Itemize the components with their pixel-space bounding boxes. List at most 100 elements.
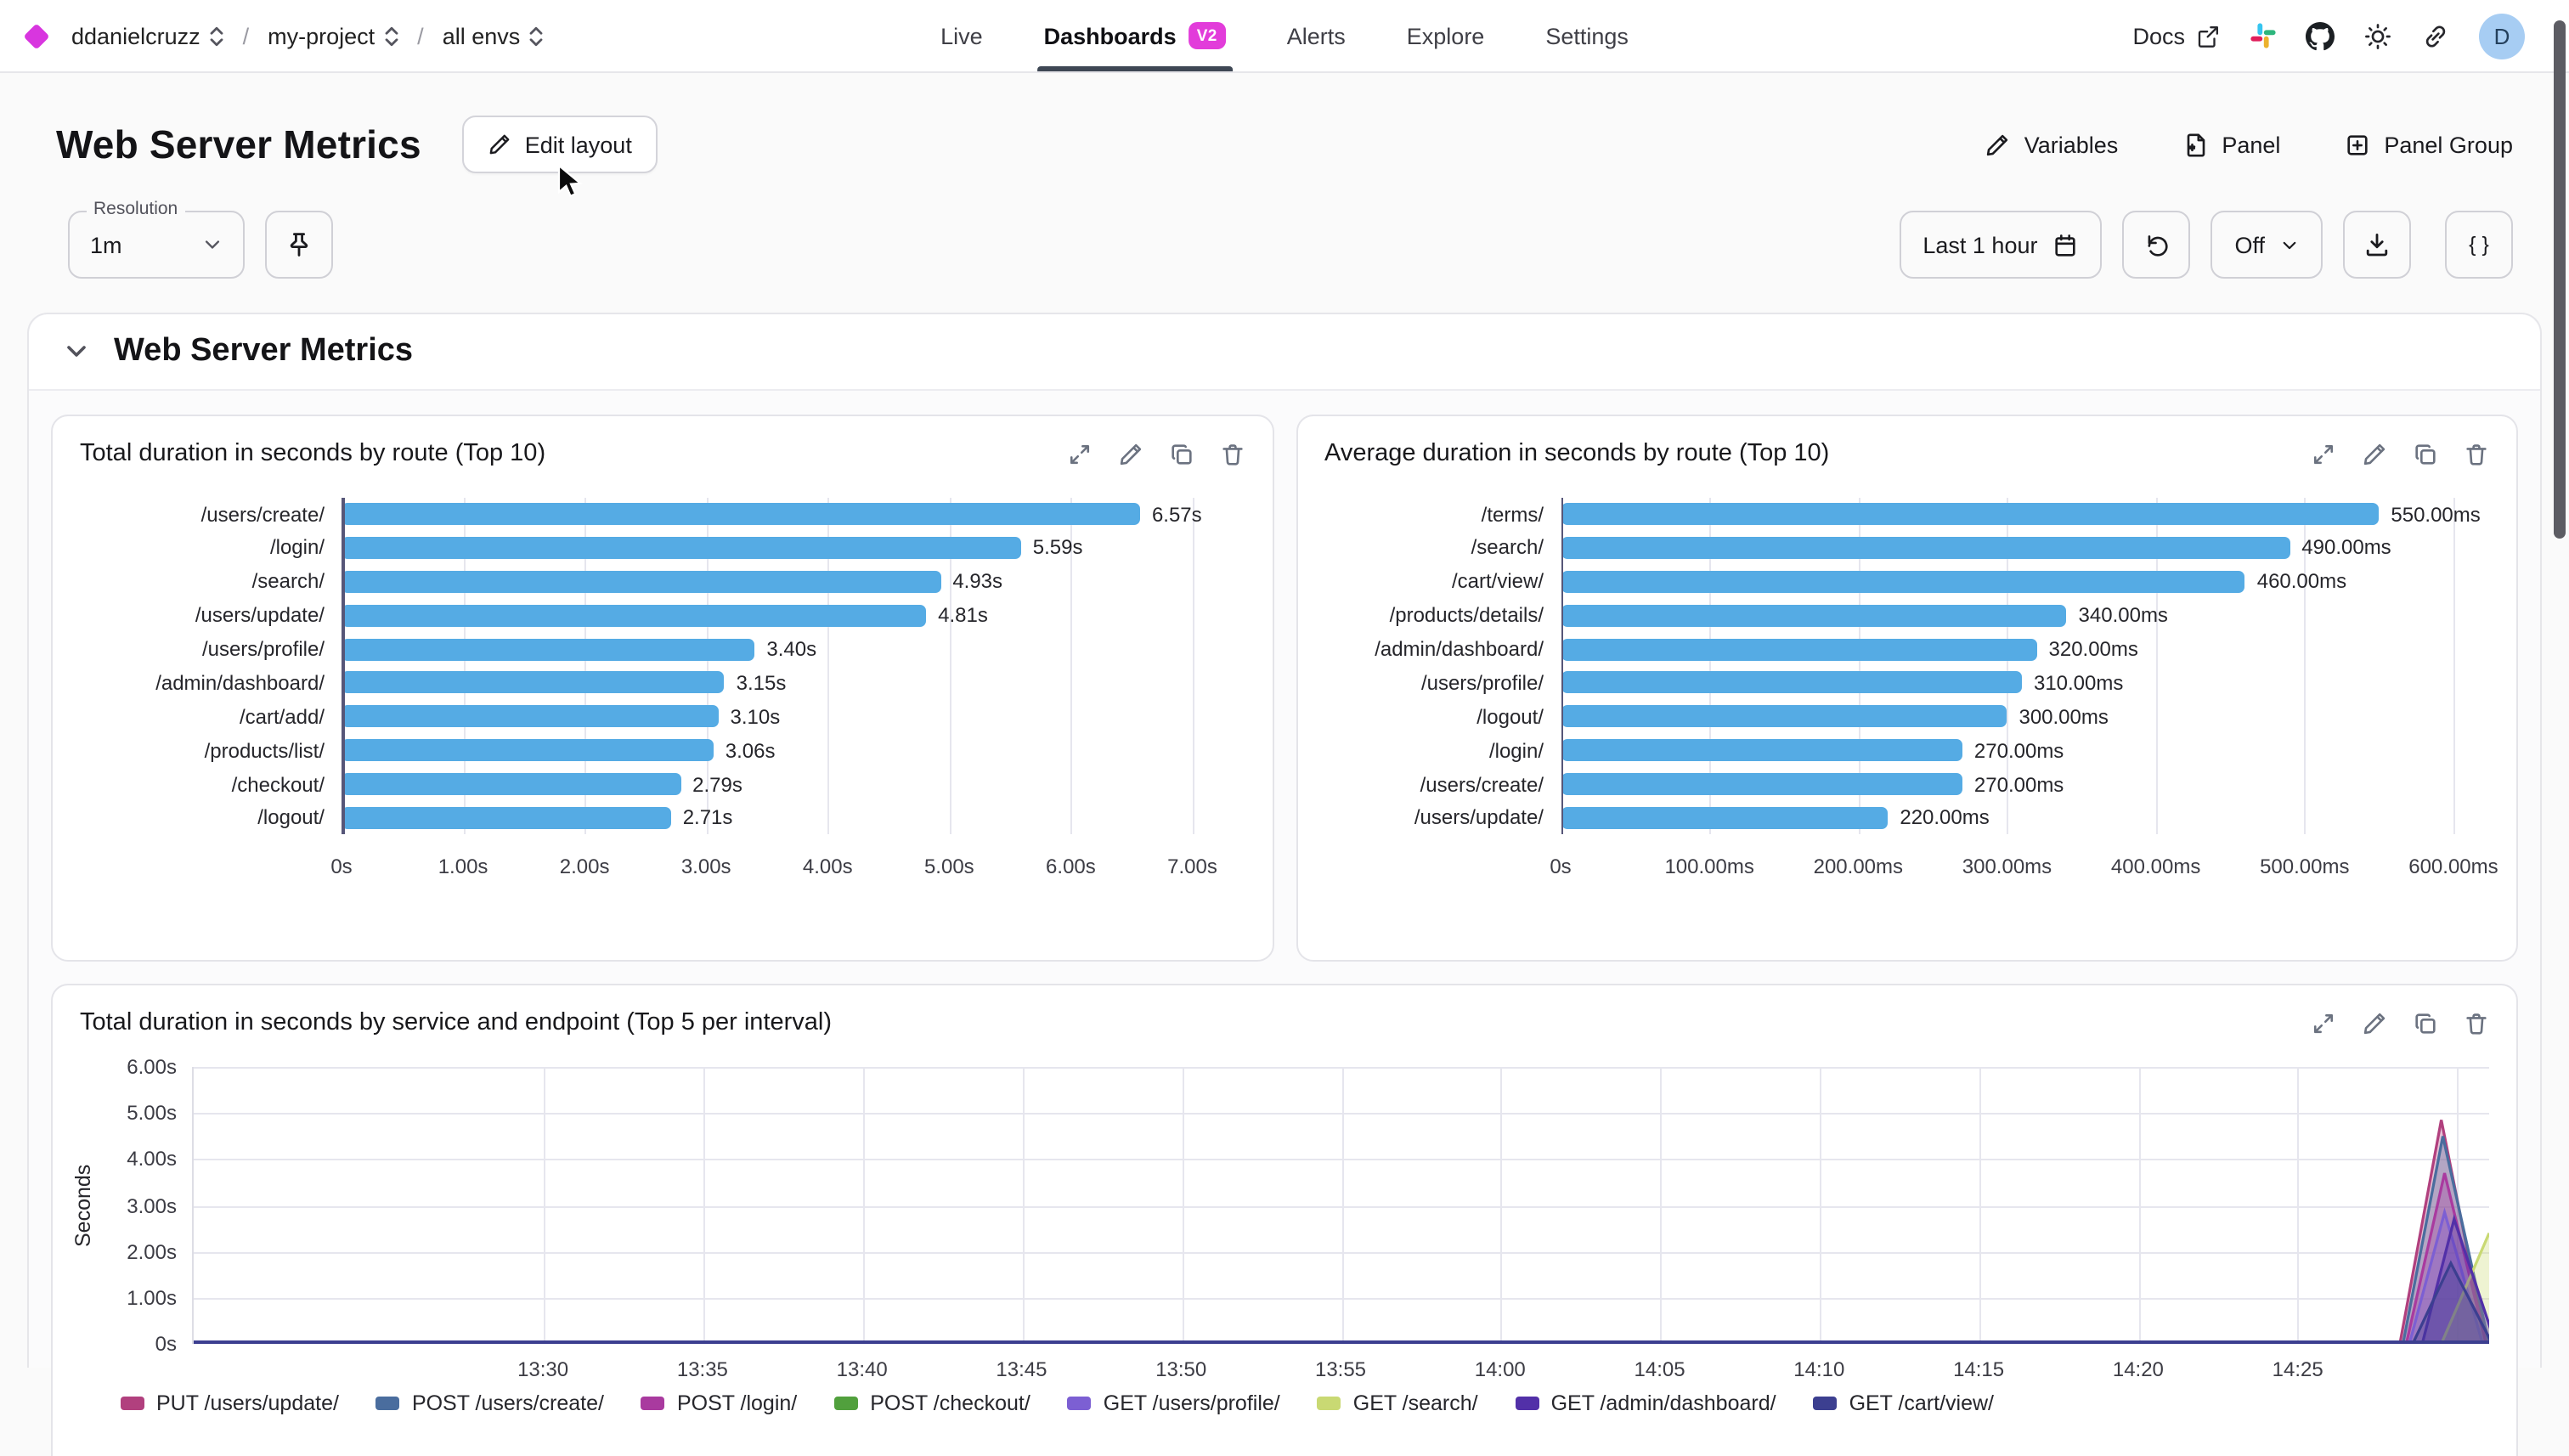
delete-icon[interactable] (2464, 1010, 2489, 1036)
legend-item[interactable]: PUT /users/update/ (121, 1391, 339, 1415)
breadcrumb-env[interactable]: all envs (443, 23, 545, 48)
series-line (194, 1214, 2489, 1344)
delete-icon[interactable] (2464, 441, 2489, 466)
edit-icon[interactable] (2362, 441, 2387, 466)
legend-item[interactable]: GET /admin/dashboard/ (1515, 1391, 1776, 1415)
tab-dashboards[interactable]: Dashboards V2 (1036, 0, 1233, 71)
edit-icon[interactable] (1117, 441, 1143, 466)
bar[interactable] (1561, 671, 2022, 694)
bar[interactable] (1561, 739, 1962, 762)
gridline (827, 498, 830, 834)
bar[interactable] (1561, 536, 2290, 559)
bar-row: /users/profile/310.00ms (1324, 667, 2489, 699)
tab-alerts[interactable]: Alerts (1287, 0, 1346, 71)
pin-resolution-button[interactable] (265, 211, 333, 279)
duplicate-icon[interactable] (2413, 1010, 2438, 1036)
bar-value-label: 320.00ms (2048, 637, 2138, 661)
docs-link[interactable]: Docs (2132, 23, 2221, 48)
gridline (1979, 1067, 1981, 1344)
slack-icon[interactable] (2250, 22, 2277, 49)
breadcrumb-org[interactable]: ddanielcruzz (71, 23, 224, 48)
bar[interactable] (342, 806, 671, 829)
bar[interactable] (342, 773, 681, 795)
user-avatar[interactable]: D (2479, 13, 2525, 59)
page-header: Web Server Metrics Edit layout Variables… (0, 73, 2569, 173)
auto-refresh-select[interactable]: Off (2210, 211, 2323, 279)
bar[interactable] (1561, 773, 1962, 795)
bar[interactable] (1561, 503, 2380, 525)
expand-icon[interactable] (2311, 1010, 2336, 1036)
bar-track: 2.79s (342, 772, 1245, 796)
bar-gridlines (342, 498, 1245, 834)
edit-icon[interactable] (2362, 1010, 2387, 1036)
bar[interactable] (342, 503, 1140, 525)
bar[interactable] (1561, 604, 2067, 627)
legend-item[interactable]: POST /users/create/ (375, 1391, 604, 1415)
expand-icon[interactable] (1066, 441, 1092, 466)
bar[interactable] (342, 570, 941, 593)
bar-row: /search/490.00ms (1324, 532, 2489, 564)
panel-group-header[interactable]: Web Server Metrics (29, 314, 2540, 391)
bar-value-label: 490.00ms (2301, 535, 2391, 560)
gridline (1182, 1067, 1184, 1344)
breadcrumb-project[interactable]: my-project (268, 23, 398, 48)
legend-item[interactable]: GET /cart/view/ (1813, 1391, 1994, 1415)
breadcrumb-separator: / (417, 23, 424, 48)
y-tick-label: 2.00s (127, 1239, 177, 1264)
bar[interactable] (342, 705, 719, 728)
collapse-chevron-icon[interactable] (65, 340, 88, 364)
brand-logo-diamond[interactable] (23, 22, 50, 49)
x-tick-label: 13:40 (836, 1357, 888, 1381)
legend-item[interactable]: POST /login/ (641, 1391, 797, 1415)
panel-group-web-server-metrics: Web Server Metrics Total duration in sec… (27, 313, 2542, 1456)
bar[interactable] (342, 536, 1021, 559)
line-plot[interactable] (192, 1067, 2489, 1344)
tab-live[interactable]: Live (940, 0, 983, 71)
bar-row: /users/update/4.81s (80, 599, 1245, 631)
bar-track: 3.15s (342, 671, 1245, 695)
panel-actions (2311, 441, 2489, 466)
scrollbar-thumb[interactable] (2554, 20, 2566, 539)
legend-item[interactable]: GET /users/profile/ (1067, 1391, 1280, 1415)
share-link-icon[interactable] (2421, 21, 2450, 50)
tab-settings[interactable]: Settings (1545, 0, 1629, 71)
header-actions: Variables Panel Panel Group (1985, 132, 2513, 157)
gridline (2297, 1067, 2300, 1344)
theme-sun-icon[interactable] (2363, 21, 2392, 50)
duplicate-icon[interactable] (2413, 441, 2438, 466)
bar[interactable] (342, 638, 755, 660)
time-range-button[interactable]: Last 1 hour (1899, 211, 2103, 279)
bar-row: /users/create/270.00ms (1324, 768, 2489, 800)
tab-explore[interactable]: Explore (1407, 0, 1485, 71)
github-icon[interactable] (2306, 21, 2335, 50)
legend-swatch (1515, 1397, 1539, 1410)
bar[interactable] (1561, 705, 2007, 728)
bar-value-label: 6.57s (1151, 502, 1202, 526)
bar[interactable] (342, 739, 714, 762)
download-button[interactable] (2343, 211, 2411, 279)
bar[interactable] (1561, 638, 2037, 660)
add-panel-group-button[interactable]: Panel Group (2345, 132, 2513, 157)
bar[interactable] (342, 671, 725, 694)
bar[interactable] (1561, 570, 2245, 593)
bar[interactable] (1561, 806, 1889, 829)
edit-layout-button[interactable]: Edit layout (461, 116, 658, 173)
refresh-button[interactable] (2122, 211, 2191, 279)
variables-button[interactable]: Variables (1985, 132, 2118, 157)
bar[interactable] (342, 604, 927, 627)
pencil-icon (489, 134, 510, 155)
resolution-select[interactable]: Resolution 1m (68, 199, 245, 279)
legend-item[interactable]: GET /search/ (1317, 1391, 1478, 1415)
duplicate-icon[interactable] (1168, 441, 1194, 466)
bar-row: /logout/2.71s (80, 802, 1245, 834)
legend-swatch (121, 1397, 144, 1410)
gridline (584, 498, 587, 834)
delete-icon[interactable] (1219, 441, 1245, 466)
bar-row: /users/create/6.57s (80, 498, 1245, 530)
add-panel-button[interactable]: Panel (2182, 132, 2280, 157)
json-view-button[interactable]: { } (2445, 211, 2513, 279)
legend-label: PUT /users/update/ (156, 1391, 339, 1415)
refresh-icon (2148, 234, 2168, 256)
expand-icon[interactable] (2311, 441, 2336, 466)
legend-item[interactable]: POST /checkout/ (834, 1391, 1030, 1415)
